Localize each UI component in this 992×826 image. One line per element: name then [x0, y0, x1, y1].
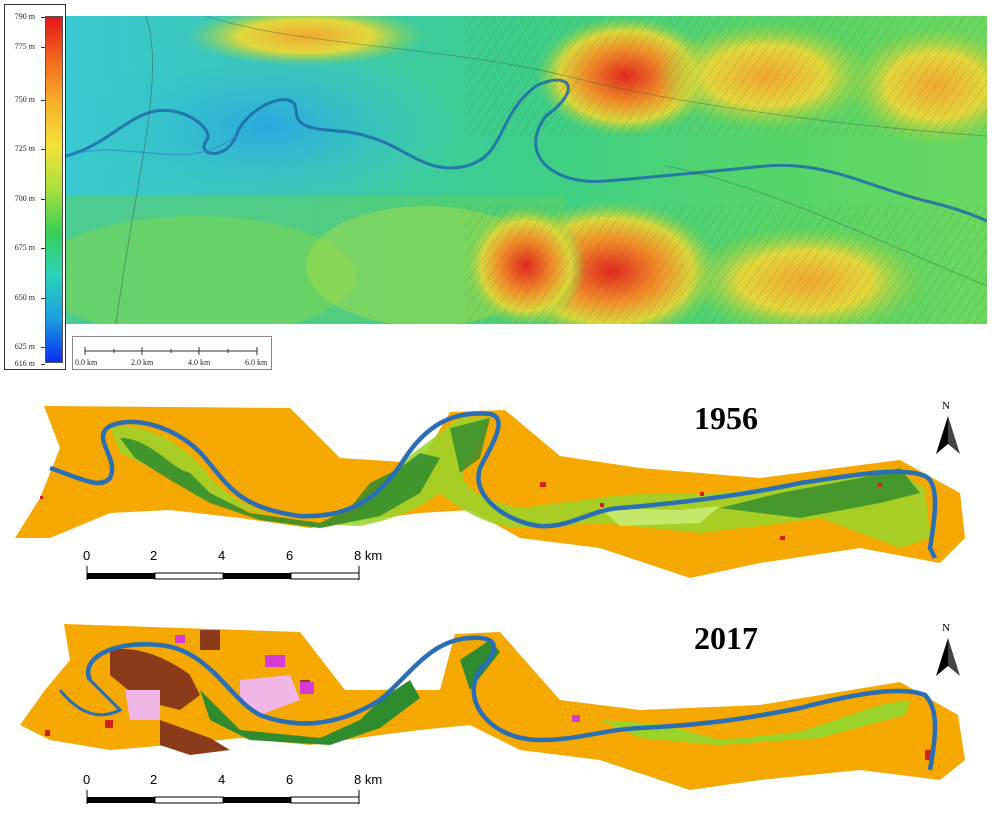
legend-label: 790 m	[14, 12, 35, 21]
north-arrow-icon	[936, 638, 960, 676]
legend-tick	[41, 347, 45, 348]
scale-label-1956: 2	[150, 548, 158, 563]
map-year-2017: 2017	[694, 620, 758, 656]
legend-label: 775 m	[14, 42, 35, 51]
map-year-1956: 1956	[694, 400, 758, 436]
scale-bar-1956	[86, 566, 360, 580]
dem-scale-label: 2.0 km	[131, 358, 154, 367]
land-use-map-2017	[20, 624, 965, 790]
scale-bar-2017	[86, 790, 360, 804]
legend-tick	[41, 100, 45, 101]
dem-scale-label: 6.0 km	[245, 358, 268, 367]
dem-scale-bar: 0.0 km 2.0 km 4.0 km 6.0 km	[72, 336, 272, 370]
study-area-1956	[15, 406, 965, 578]
elevation-legend: 790 m 775 m 750 m 725 m 700 m 675 m 650 …	[4, 4, 66, 370]
legend-label: 675 m	[14, 243, 35, 252]
scale-label-2017: 2	[150, 772, 158, 787]
land-use-map-1956	[15, 406, 965, 578]
legend-tick	[41, 199, 45, 200]
north-label-1956: N	[942, 400, 950, 412]
legend-tick	[41, 149, 45, 150]
scale-label-1956: 0	[83, 548, 91, 563]
scale-label-2017: 0	[83, 772, 91, 787]
legend-tick	[41, 47, 45, 48]
scale-label-2017: 4	[218, 772, 226, 787]
elevation-colorbar	[45, 16, 63, 363]
north-arrow-icon	[936, 416, 960, 454]
dem-scale-label: 4.0 km	[188, 358, 211, 367]
legend-label: 750 m	[14, 95, 35, 104]
elevation-map	[66, 16, 987, 324]
scale-label-1956: 8 km	[354, 548, 383, 563]
dem-scale-label: 0.0 km	[75, 358, 98, 367]
north-label-2017: N	[942, 622, 950, 634]
scale-label-2017: 6	[286, 772, 294, 787]
dem-scale-ruler	[84, 347, 258, 355]
legend-tick	[41, 248, 45, 249]
study-area-2017	[20, 624, 965, 790]
legend-label: 725 m	[14, 144, 35, 153]
legend-label: 616 m	[14, 359, 35, 368]
legend-tick	[41, 17, 45, 18]
legend-label: 700 m	[14, 194, 35, 203]
legend-label: 650 m	[14, 293, 35, 302]
legend-tick	[41, 364, 45, 365]
scale-label-1956: 6	[286, 548, 294, 563]
legend-tick	[41, 298, 45, 299]
scale-label-2017: 8 km	[354, 772, 383, 787]
legend-label: 625 m	[14, 342, 35, 351]
scale-label-1956: 4	[218, 548, 226, 563]
